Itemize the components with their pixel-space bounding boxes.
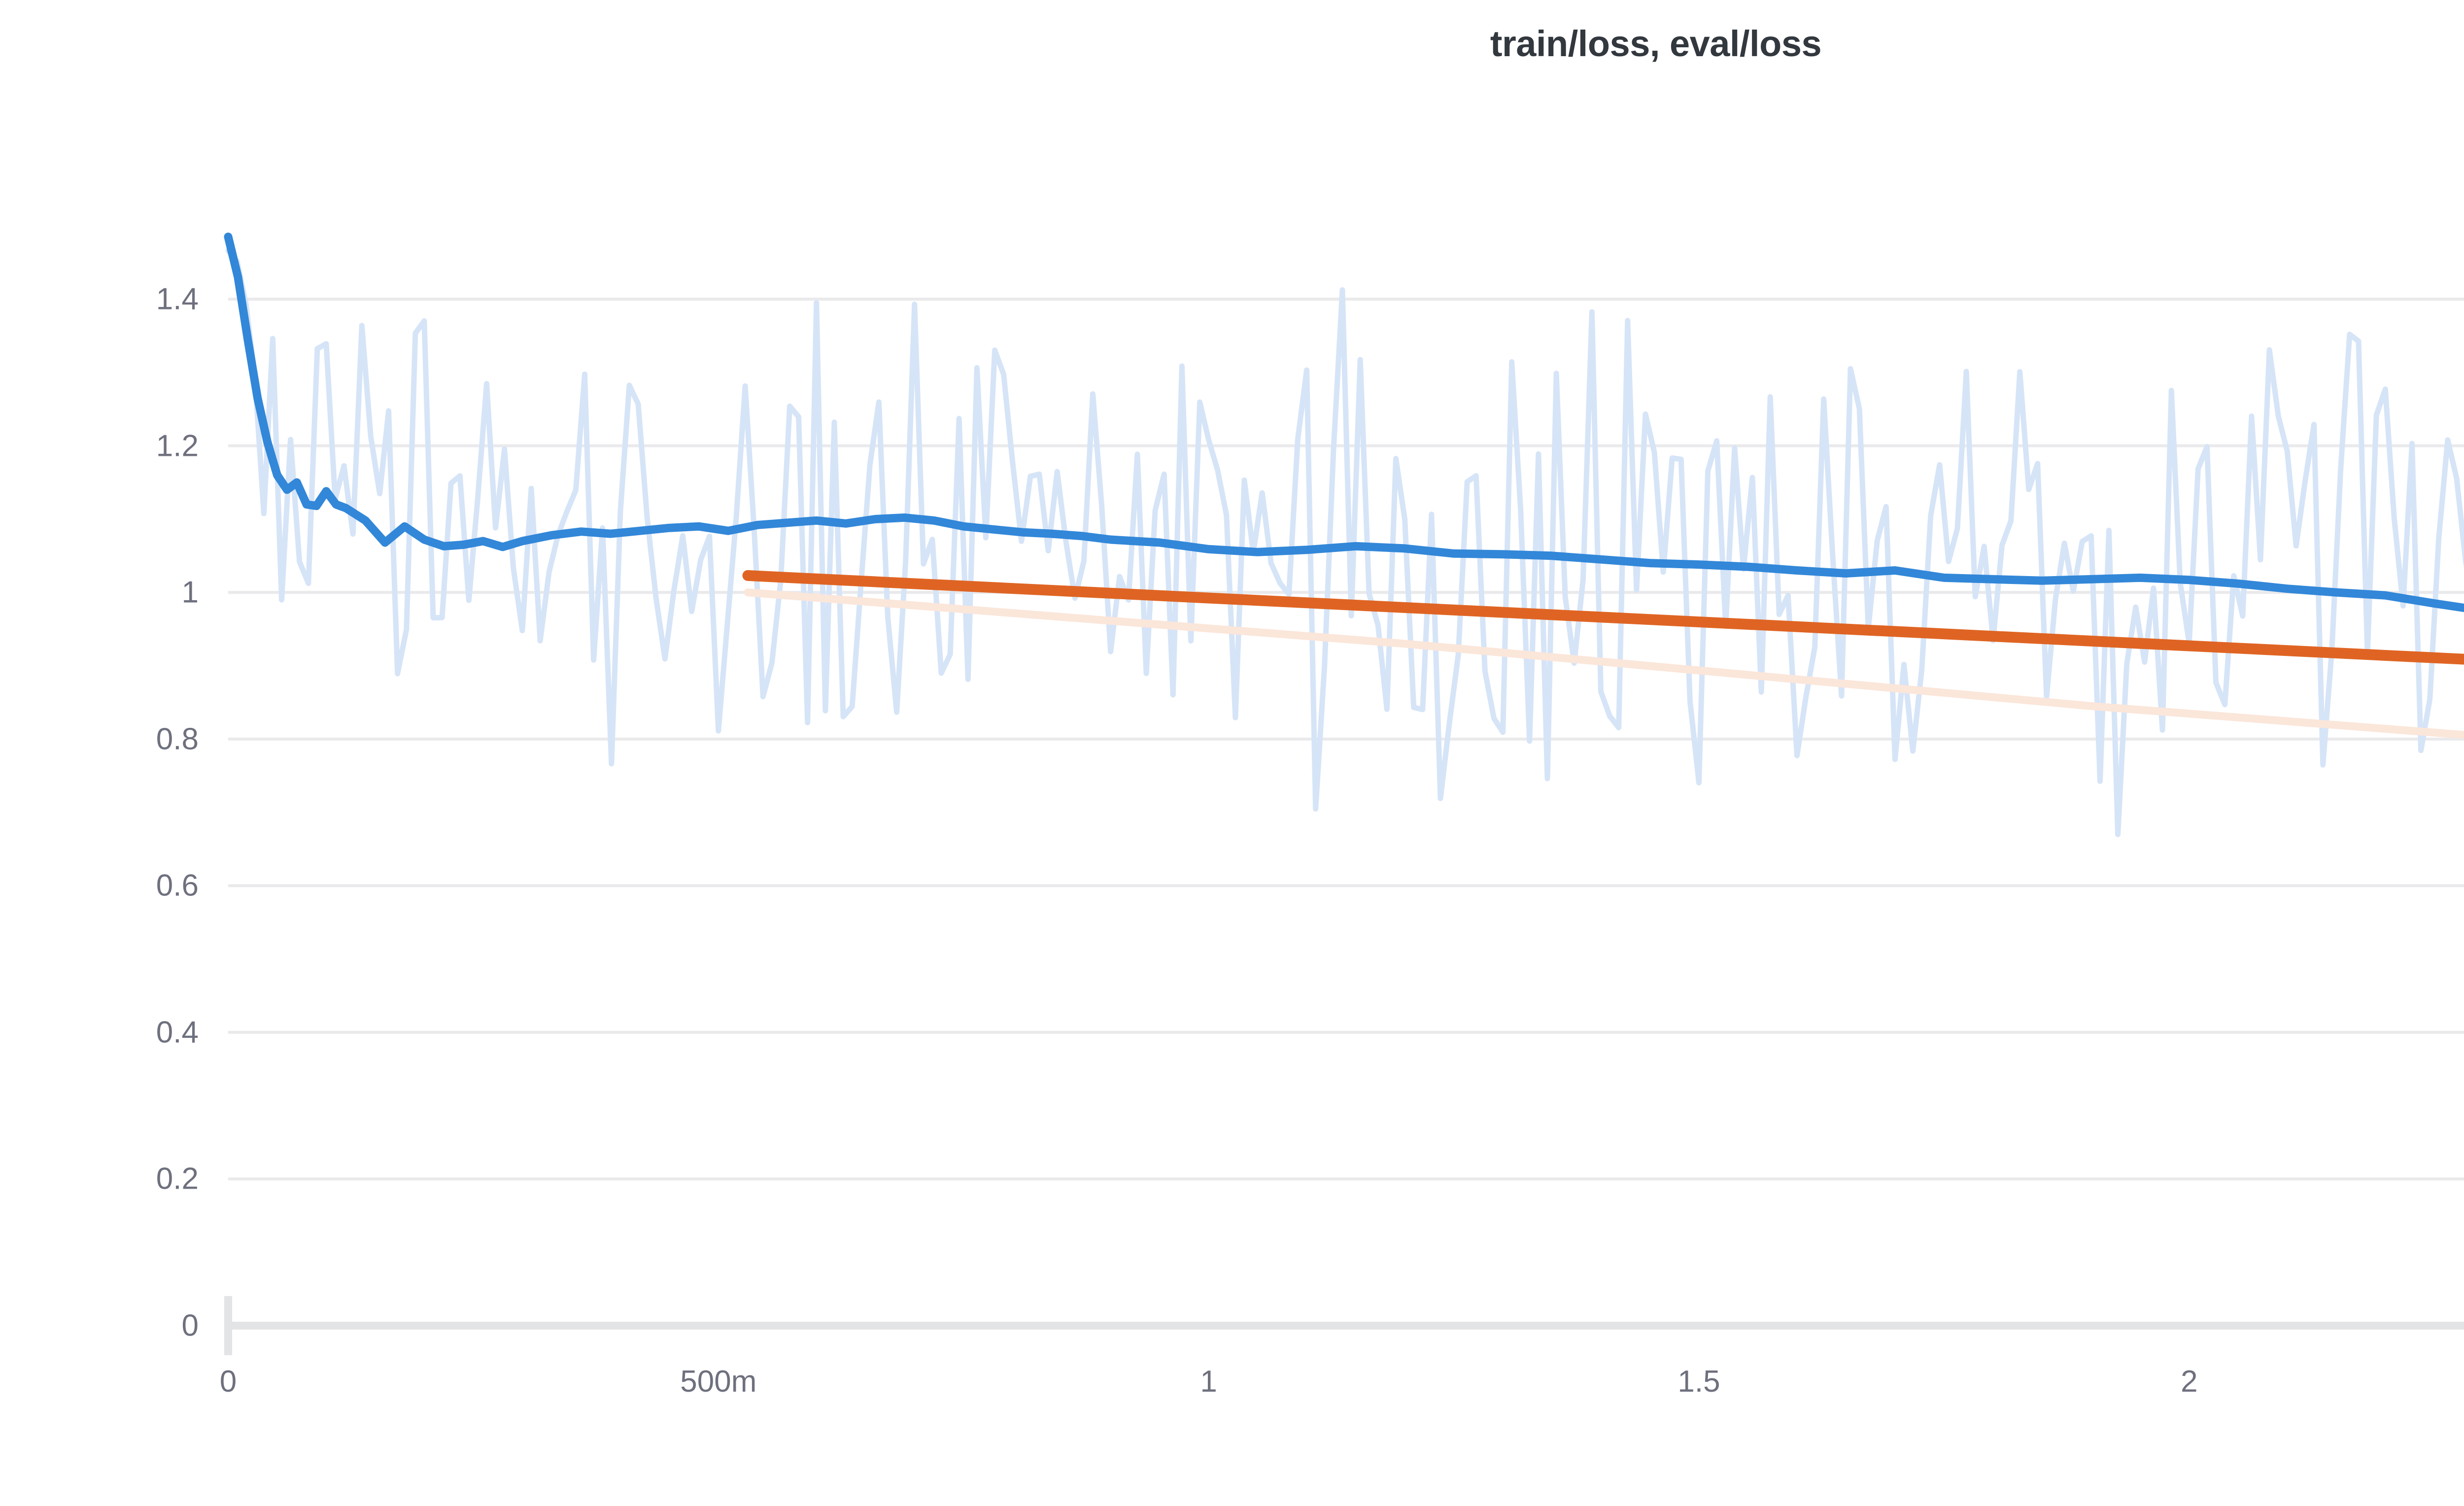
x-axis-tick-2: 1	[1200, 1365, 1217, 1399]
chart-title: train/loss, eval/loss	[1490, 23, 1822, 64]
y-axis-tick-4: 0.6	[156, 868, 199, 903]
y-axis-tick-3: 0.8	[156, 722, 199, 756]
y-axis-tick-6: 0.2	[156, 1162, 199, 1196]
y-axis-tick-7: 0	[181, 1308, 199, 1343]
y-axis-tick-0: 1.4	[156, 282, 199, 316]
x-axis-tick-1: 500m	[680, 1365, 757, 1399]
raw-data-lines	[225, 248, 2464, 837]
x-axis-tick-4: 2	[2181, 1365, 2198, 1399]
axis-lines	[224, 1296, 2464, 1355]
x-axis-tick-3: 1.5	[1677, 1365, 1720, 1399]
x-axis-tick-0: 0	[219, 1365, 237, 1399]
y-axis-tick-2: 1	[181, 575, 199, 610]
smoothed-data-lines	[224, 233, 2464, 665]
y-axis-tick-1: 1.2	[156, 429, 199, 463]
y-axis-tick-5: 0.4	[156, 1015, 199, 1050]
